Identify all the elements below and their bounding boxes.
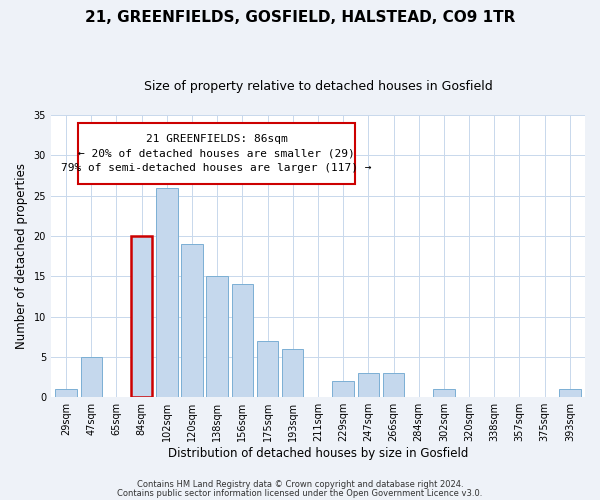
Bar <box>131 236 152 397</box>
Bar <box>257 341 278 397</box>
X-axis label: Distribution of detached houses by size in Gosfield: Distribution of detached houses by size … <box>168 447 468 460</box>
Bar <box>55 389 77 397</box>
Bar <box>181 244 203 397</box>
Bar <box>206 276 228 397</box>
Bar <box>383 373 404 397</box>
Bar <box>332 381 354 397</box>
Bar <box>156 188 178 397</box>
Text: Contains HM Land Registry data © Crown copyright and database right 2024.: Contains HM Land Registry data © Crown c… <box>137 480 463 489</box>
Y-axis label: Number of detached properties: Number of detached properties <box>15 163 28 349</box>
Text: Contains public sector information licensed under the Open Government Licence v3: Contains public sector information licen… <box>118 488 482 498</box>
Bar <box>80 357 102 397</box>
Bar <box>282 349 304 397</box>
FancyBboxPatch shape <box>77 124 355 184</box>
Bar <box>358 373 379 397</box>
Bar <box>433 389 455 397</box>
Text: 21 GREENFIELDS: 86sqm
← 20% of detached houses are smaller (29)
79% of semi-deta: 21 GREENFIELDS: 86sqm ← 20% of detached … <box>61 134 372 173</box>
Bar <box>232 284 253 397</box>
Bar <box>559 389 581 397</box>
Title: Size of property relative to detached houses in Gosfield: Size of property relative to detached ho… <box>143 80 493 93</box>
Text: 21, GREENFIELDS, GOSFIELD, HALSTEAD, CO9 1TR: 21, GREENFIELDS, GOSFIELD, HALSTEAD, CO9… <box>85 10 515 25</box>
